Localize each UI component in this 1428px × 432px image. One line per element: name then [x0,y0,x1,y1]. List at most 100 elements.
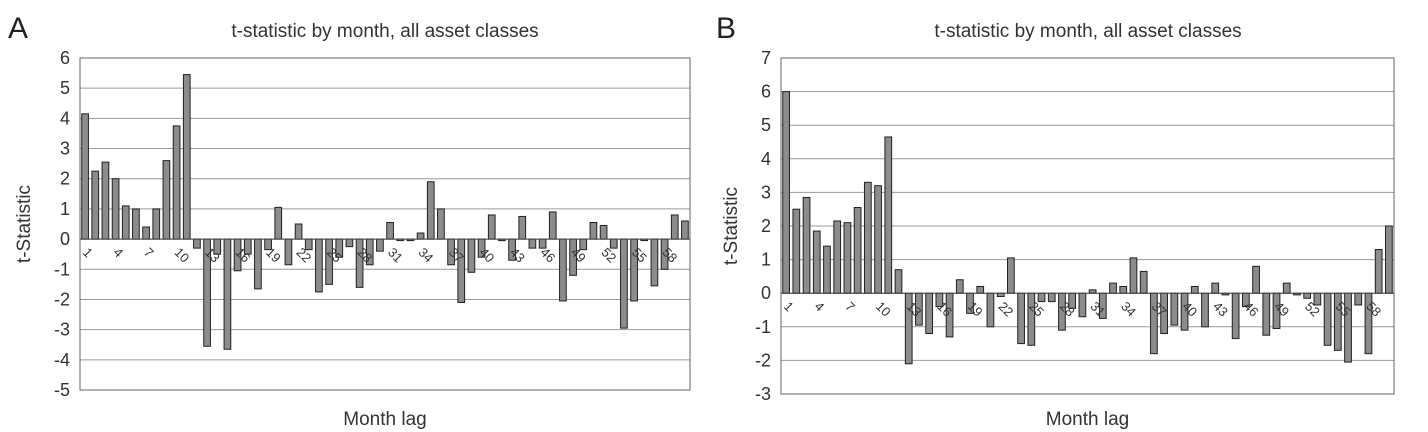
bar [81,113,89,240]
y-tick-label: -1 [755,317,771,337]
bar [782,91,790,294]
bar [843,222,852,294]
bar [812,230,821,294]
y-tick-label: 4 [761,149,771,169]
y-tick-label: 3 [60,139,70,159]
y-axis-title: t-Statistic [14,185,35,263]
bar [467,238,476,273]
bar [681,220,689,240]
bar [284,238,293,266]
bar [1323,292,1332,346]
bar [833,220,842,294]
bar [345,238,354,248]
y-tick-label: 5 [60,78,70,98]
bar [1374,249,1383,294]
y-tick-label: -3 [54,320,70,340]
x-tick-label: 34 [415,245,436,266]
bar [1231,292,1240,340]
chart-a: t-statistic by month, all asset classes -… [14,21,691,430]
bar [416,232,425,240]
y-axis-title: t-Statistic [721,187,742,265]
bar [254,238,262,290]
chart-title: t-statistic by month, all asset classes [231,21,538,42]
bar [1354,292,1363,306]
y-tick-label: 6 [761,82,771,102]
bar [162,160,171,240]
bar [426,181,435,240]
x-tick-label: 7 [842,299,858,315]
y-tick-label: -2 [755,350,771,370]
plot-area [79,57,691,391]
x-tick-label: 34 [1118,299,1139,320]
bar [874,185,882,294]
bar [1007,257,1015,294]
bar [1109,282,1117,294]
y-tick-label: 1 [60,199,70,219]
bar [152,208,161,240]
bar [193,238,201,249]
x-tick-label: 7 [141,245,157,261]
bar [172,125,181,240]
bar [802,196,811,294]
x-tick-label: 22 [996,299,1017,320]
bar [823,245,831,294]
y-tick-label: 2 [60,169,70,189]
bar [559,238,567,302]
bar [111,178,120,240]
bar [1119,285,1128,294]
y-tick-label: -5 [54,380,70,400]
bar [315,238,323,293]
bar [986,292,995,328]
x-tick-label: 1 [781,299,797,315]
x-axis-title: Month lag [1046,409,1129,430]
bar [1252,265,1260,294]
bar [650,238,659,287]
bar [437,208,445,240]
bar [182,74,191,240]
bar [274,206,283,240]
bar [589,221,598,240]
bar [294,223,303,240]
bar [1129,257,1138,294]
y-tick-label: 2 [761,216,771,236]
bar [487,214,496,240]
bar [1078,292,1087,318]
x-tick-label: 31 [385,245,406,266]
y-tick-label: -4 [54,350,70,370]
bar [1262,292,1271,336]
bar [894,269,903,294]
bar [1170,292,1179,326]
bar [792,208,801,294]
bar [853,207,862,294]
bar [1211,282,1220,294]
x-tick-label: 4 [812,299,828,315]
bar [955,279,964,294]
x-tick-label: 43 [1210,299,1231,320]
x-tick-label: 1 [80,245,96,261]
bar [976,285,985,294]
bar [670,214,679,240]
bar [528,238,537,249]
bar [386,221,394,240]
bar [121,205,130,240]
y-tick-label: 0 [60,229,70,249]
x-tick-label: 10 [873,299,894,320]
bar [996,292,1005,298]
bar [1017,292,1025,345]
bar [355,238,364,288]
bar [1303,292,1312,299]
y-tick-label: 5 [761,115,771,135]
bar [1385,225,1393,294]
y-tick-label: 6 [60,48,70,68]
y-tick-label: -2 [54,289,70,309]
x-tick-label: 10 [171,245,192,266]
y-tick-label: 3 [761,182,771,202]
chart-b: t-statistic by month, all asset classes -… [721,21,1395,430]
bar [518,215,527,240]
bar [223,238,232,350]
bar [1139,270,1148,294]
panel-letter-b: B [716,12,736,45]
bar [863,181,872,294]
panel-letter-a: A [8,12,28,45]
